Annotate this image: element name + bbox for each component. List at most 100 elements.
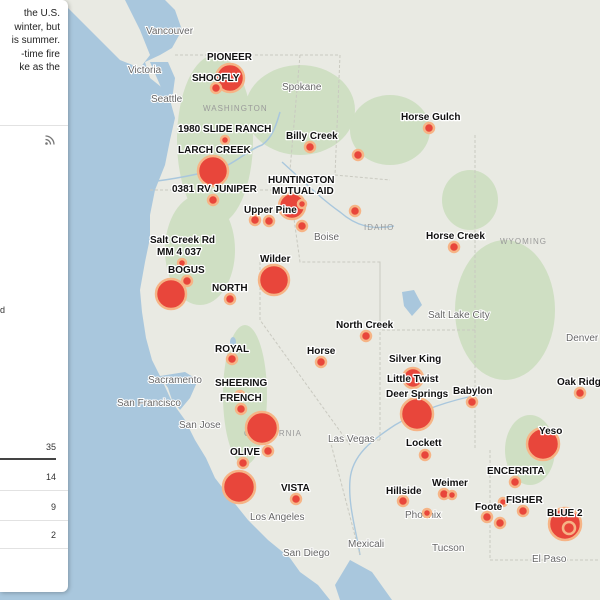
divider (0, 548, 68, 549)
text-fragment: d (0, 305, 6, 315)
fire-marker-unnamed-1[interactable] (351, 148, 365, 162)
rss-icon[interactable] (44, 134, 56, 146)
fire-marker-fisher-2[interactable] (497, 496, 509, 508)
fire-marker-olive[interactable] (236, 456, 250, 470)
fire-label-fisher: FISHER (506, 495, 543, 506)
state-borders (150, 54, 600, 561)
fire-marker-olive-2[interactable] (261, 444, 275, 458)
city-sacramento: Sacramento (148, 375, 202, 386)
fire-marker-fisher[interactable] (516, 504, 530, 518)
fire-marker-wilder[interactable] (257, 263, 291, 297)
fire-label-huntington-mutual-aid: HUNTINGTON MUTUAL AID (268, 175, 334, 197)
city-labels: Vancouver Victoria Seattle Spokane Boise… (116, 25, 600, 566)
fire-marker-horse-gulch[interactable] (422, 121, 436, 135)
fire-label-hillside: Hillside (386, 486, 422, 497)
intro-text: the U.S. winter, but is summer. -time fi… (0, 0, 60, 75)
city-denver: Denver (566, 333, 599, 344)
fire-marker-weimer-2[interactable] (446, 489, 458, 501)
city-mexicali: Mexicali (348, 539, 384, 550)
fire-marker-foote-2[interactable] (493, 516, 507, 530)
fire-label-oak-ridge: Oak Ridge (557, 377, 600, 388)
great-salt-lake (402, 290, 422, 316)
fire-marker-royal[interactable] (225, 352, 239, 366)
fire-label-wilder: Wilder (260, 254, 291, 265)
city-spokane: Spokane (282, 82, 322, 93)
fire-marker-california[interactable] (244, 410, 280, 446)
fire-marker-silver-king[interactable] (401, 366, 425, 390)
city-san-diego: San Diego (283, 548, 330, 559)
fire-marker-north-creek[interactable] (359, 329, 373, 343)
fire-marker-upper-pine-2[interactable] (262, 214, 276, 228)
intro-line: is summer. (11, 35, 60, 46)
fire-label-salt-creek-rd: Salt Creek Rd MM 4 037 (150, 235, 215, 258)
fire-marker-upper-pine-3[interactable] (295, 219, 309, 233)
fire-marker-babylon[interactable] (465, 395, 479, 409)
fire-marker-hillside[interactable] (396, 494, 410, 508)
fire-marker-larch-creek[interactable] (196, 154, 230, 188)
stat-value: 2 (50, 530, 56, 540)
river-snake (281, 161, 395, 229)
stat-bar (0, 458, 56, 460)
fire-marker-foote[interactable] (480, 510, 494, 524)
fire-marker-shoofly[interactable] (209, 81, 223, 95)
fire-marker-salt-creek-rd[interactable] (176, 257, 188, 269)
city-las-vegas: Las Vegas (328, 434, 375, 445)
city-seattle: Seattle (151, 94, 183, 105)
fire-label-lockett: Lockett (406, 438, 442, 449)
fire-marker-vista[interactable] (289, 492, 303, 506)
fire-marker-phoenix[interactable] (421, 507, 433, 519)
fire-marker-1980-slide-ranch[interactable] (219, 134, 231, 146)
fire-label-encerrita: ENCERRITA (487, 466, 545, 477)
fire-label-little-twist: Little Twist (387, 374, 439, 385)
state-label-idaho: IDAHO (364, 223, 394, 232)
sf-bay (160, 372, 198, 410)
fire-label-larch-creek: LARCH CREEK (178, 145, 252, 156)
fire-label-billy-creek: Billy Creek (286, 131, 338, 142)
fire-marker-huntington-2[interactable] (296, 198, 308, 210)
fire-label-bogus: BOGUS (168, 265, 205, 276)
fire-markers (154, 62, 587, 542)
fire-label-horse-gulch: Horse Gulch (401, 112, 460, 123)
fire-label-shoofly: SHOOFLY (192, 73, 240, 84)
city-victoria: Victoria (128, 65, 162, 76)
fire-marker-bogus[interactable] (154, 277, 188, 311)
fire-label-babylon: Babylon (453, 386, 492, 397)
city-san-francisco: San Francisco (117, 398, 181, 409)
fire-label-blue-2: BLUE 2 (547, 508, 583, 519)
fire-marker-upper-pine[interactable] (248, 213, 262, 227)
fire-label-north: NORTH (212, 283, 248, 294)
state-label-wyoming: WYOMING (500, 237, 547, 246)
fire-marker-pioneer[interactable] (214, 62, 246, 94)
fire-marker-deer-springs[interactable] (399, 396, 435, 432)
divider (0, 520, 68, 521)
fire-marker-yeso[interactable] (525, 426, 561, 462)
intro-line: winter, but (14, 21, 60, 33)
fire-marker-horse[interactable] (314, 355, 328, 369)
city-boise: Boise (314, 232, 339, 243)
fire-marker-0381-rv-juniper[interactable] (206, 193, 220, 207)
fire-marker-bogus-small[interactable] (180, 274, 194, 288)
fire-label-0381-rv-juniper: 0381 RV JUNIPER (172, 184, 258, 195)
stat-value: 9 (50, 502, 56, 512)
fire-marker-horse-creek[interactable] (447, 240, 461, 254)
vancouver-island (60, 0, 150, 68)
fire-marker-unnamed-2[interactable] (348, 204, 362, 218)
fire-marker-sheering[interactable] (233, 389, 247, 403)
fire-label-horse: Horse (307, 346, 336, 357)
fire-marker-french[interactable] (234, 402, 248, 416)
fire-marker-vista-large[interactable] (221, 469, 257, 505)
fire-marker-oak-ridge[interactable] (573, 386, 587, 400)
fire-marker-blue-2-inner[interactable] (561, 520, 577, 536)
fire-marker-lockett[interactable] (418, 448, 432, 462)
fire-marker-encerrita[interactable] (508, 475, 522, 489)
city-vancouver: Vancouver (146, 26, 194, 37)
puget-sound (150, 62, 175, 100)
info-panel: the U.S. winter, but is summer. -time fi… (0, 0, 68, 592)
fire-label-north-creek: North Creek (336, 320, 394, 331)
fire-marker-north[interactable] (223, 292, 237, 306)
fire-label-silver-king: Silver King (389, 354, 441, 365)
fire-marker-billy-creek[interactable] (303, 140, 317, 154)
intro-line: ke as the (19, 62, 60, 73)
fire-label-deer-springs: Deer Springs (386, 389, 449, 400)
